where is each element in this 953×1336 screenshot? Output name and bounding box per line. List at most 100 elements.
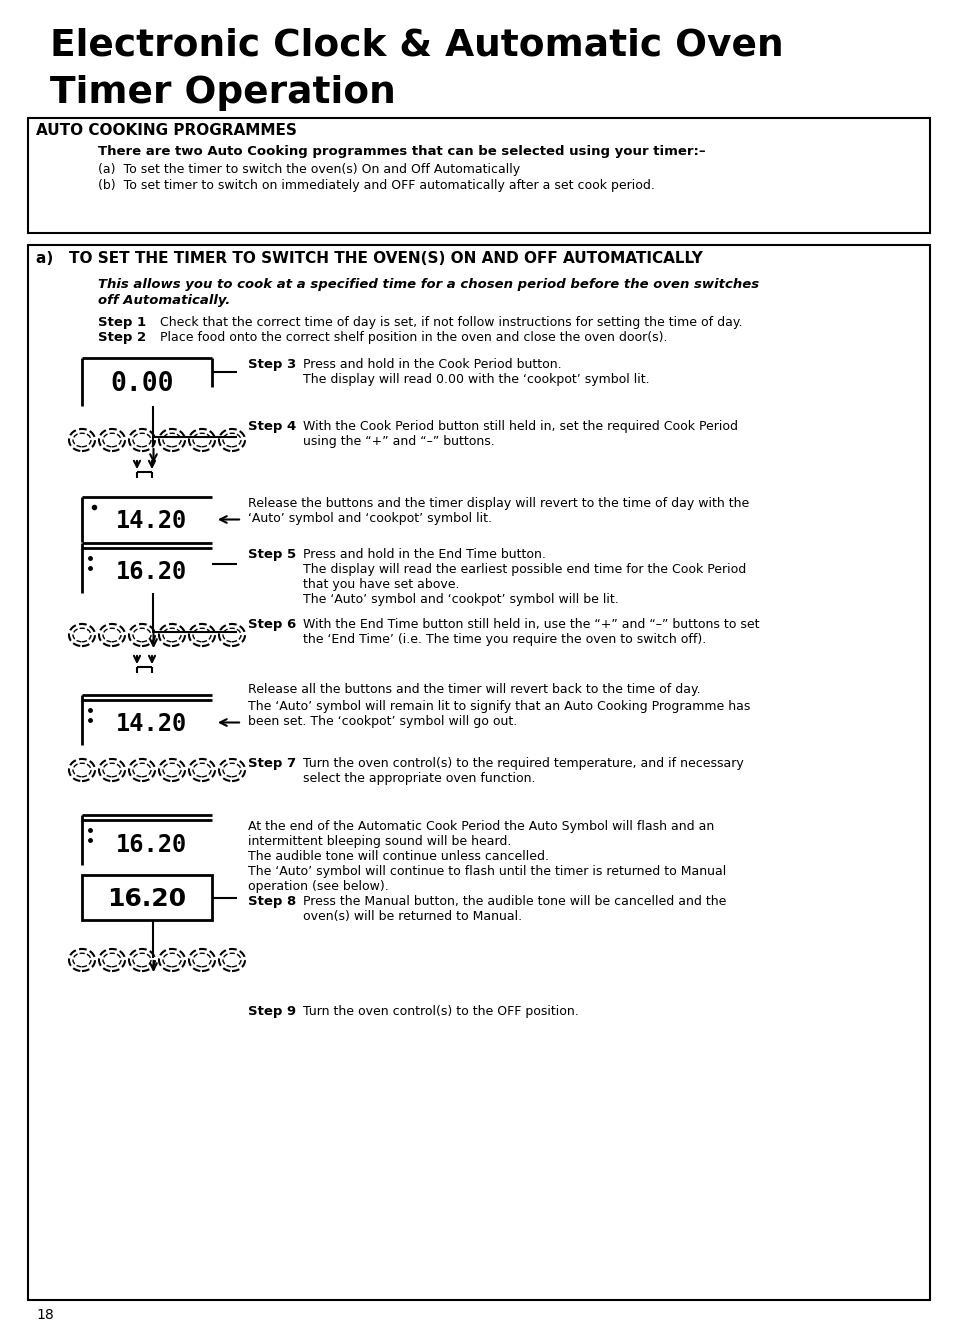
Text: 14.20: 14.20 xyxy=(116,712,188,736)
Ellipse shape xyxy=(129,429,154,452)
Text: The audible tone will continue unless cancelled.: The audible tone will continue unless ca… xyxy=(248,850,548,863)
Text: a)   TO SET THE TIMER TO SWITCH THE OVEN(S) ON AND OFF AUTOMATICALLY: a) TO SET THE TIMER TO SWITCH THE OVEN(S… xyxy=(36,251,702,266)
Ellipse shape xyxy=(159,624,185,647)
Ellipse shape xyxy=(103,954,121,967)
Text: This allows you to cook at a specified time for a chosen period before the oven : This allows you to cook at a specified t… xyxy=(98,278,759,291)
Ellipse shape xyxy=(223,763,241,776)
Text: There are two Auto Cooking programmes that can be selected using your timer:–: There are two Auto Cooking programmes th… xyxy=(98,146,705,158)
Text: The display will read the earliest possible end time for the Cook Period: The display will read the earliest possi… xyxy=(303,562,745,576)
Ellipse shape xyxy=(73,628,91,641)
Text: oven(s) will be returned to Manual.: oven(s) will be returned to Manual. xyxy=(303,910,521,923)
Text: intermittent bleeping sound will be heard.: intermittent bleeping sound will be hear… xyxy=(248,835,511,848)
Ellipse shape xyxy=(193,628,211,641)
Ellipse shape xyxy=(129,949,154,971)
Text: Step 3: Step 3 xyxy=(248,358,296,371)
Text: Place food onto the correct shelf position in the oven and close the oven door(s: Place food onto the correct shelf positi… xyxy=(160,331,667,343)
Text: using the “+” and “–” buttons.: using the “+” and “–” buttons. xyxy=(303,436,495,448)
Text: Turn the oven control(s) to the required temperature, and if necessary: Turn the oven control(s) to the required… xyxy=(303,758,743,770)
Text: Electronic Clock & Automatic Oven: Electronic Clock & Automatic Oven xyxy=(50,28,782,64)
Ellipse shape xyxy=(163,954,181,967)
Ellipse shape xyxy=(223,628,241,641)
Text: Step 8: Step 8 xyxy=(248,895,296,908)
Ellipse shape xyxy=(103,433,121,446)
Text: AUTO COOKING PROGRAMMES: AUTO COOKING PROGRAMMES xyxy=(36,123,296,138)
Text: Press and hold in the Cook Period button.: Press and hold in the Cook Period button… xyxy=(303,358,561,371)
Text: The display will read 0.00 with the ‘cookpot’ symbol lit.: The display will read 0.00 with the ‘coo… xyxy=(303,373,649,386)
Ellipse shape xyxy=(159,759,185,782)
Ellipse shape xyxy=(163,763,181,776)
Text: Release the buttons and the timer display will revert to the time of day with th: Release the buttons and the timer displa… xyxy=(248,497,748,510)
Ellipse shape xyxy=(193,954,211,967)
Text: 16.20: 16.20 xyxy=(116,832,188,856)
Ellipse shape xyxy=(99,759,125,782)
Ellipse shape xyxy=(69,429,95,452)
Text: 14.20: 14.20 xyxy=(116,509,188,533)
Text: Turn the oven control(s) to the OFF position.: Turn the oven control(s) to the OFF posi… xyxy=(303,1005,578,1018)
Ellipse shape xyxy=(103,763,121,776)
Text: Check that the correct time of day is set, if not follow instructions for settin: Check that the correct time of day is se… xyxy=(160,317,741,329)
Ellipse shape xyxy=(219,949,245,971)
Ellipse shape xyxy=(223,954,241,967)
Ellipse shape xyxy=(132,954,151,967)
Ellipse shape xyxy=(219,429,245,452)
Text: operation (see below).: operation (see below). xyxy=(248,880,388,892)
Text: Timer Operation: Timer Operation xyxy=(50,75,395,111)
Ellipse shape xyxy=(73,763,91,776)
Ellipse shape xyxy=(99,429,125,452)
Text: Step 2: Step 2 xyxy=(98,331,146,343)
Ellipse shape xyxy=(163,433,181,446)
Ellipse shape xyxy=(189,759,214,782)
Ellipse shape xyxy=(99,949,125,971)
Ellipse shape xyxy=(163,628,181,641)
Text: off Automatically.: off Automatically. xyxy=(98,294,230,307)
Ellipse shape xyxy=(219,624,245,647)
Text: (b)  To set timer to switch on immediately and OFF automatically after a set coo: (b) To set timer to switch on immediatel… xyxy=(98,179,654,192)
Text: The ‘Auto’ symbol will continue to flash until the timer is returned to Manual: The ‘Auto’ symbol will continue to flash… xyxy=(248,864,725,878)
Ellipse shape xyxy=(189,949,214,971)
Text: been set. The ‘cookpot’ symbol will go out.: been set. The ‘cookpot’ symbol will go o… xyxy=(248,715,517,728)
Ellipse shape xyxy=(69,624,95,647)
Ellipse shape xyxy=(69,759,95,782)
Bar xyxy=(28,244,929,1300)
Ellipse shape xyxy=(132,433,151,446)
Text: Step 9: Step 9 xyxy=(248,1005,295,1018)
Ellipse shape xyxy=(193,763,211,776)
Text: ‘Auto’ symbol and ‘cookpot’ symbol lit.: ‘Auto’ symbol and ‘cookpot’ symbol lit. xyxy=(248,512,492,525)
Text: the ‘End Time’ (i.e. The time you require the oven to switch off).: the ‘End Time’ (i.e. The time you requir… xyxy=(303,633,705,647)
Text: Step 4: Step 4 xyxy=(248,420,296,433)
Text: With the End Time button still held in, use the “+” and “–” buttons to set: With the End Time button still held in, … xyxy=(303,619,759,631)
Bar xyxy=(28,118,929,232)
Ellipse shape xyxy=(99,624,125,647)
Ellipse shape xyxy=(193,433,211,446)
Text: Step 5: Step 5 xyxy=(248,548,295,561)
Text: Release all the buttons and the timer will revert back to the time of day.: Release all the buttons and the timer wi… xyxy=(248,683,700,696)
Text: The ‘Auto’ symbol will remain lit to signify that an Auto Cooking Programme has: The ‘Auto’ symbol will remain lit to sig… xyxy=(248,700,750,713)
Ellipse shape xyxy=(129,759,154,782)
Ellipse shape xyxy=(132,763,151,776)
Text: The ‘Auto’ symbol and ‘cookpot’ symbol will be lit.: The ‘Auto’ symbol and ‘cookpot’ symbol w… xyxy=(303,593,618,607)
Ellipse shape xyxy=(189,429,214,452)
Ellipse shape xyxy=(103,628,121,641)
Text: At the end of the Automatic Cook Period the Auto Symbol will flash and an: At the end of the Automatic Cook Period … xyxy=(248,820,714,834)
Ellipse shape xyxy=(129,624,154,647)
Ellipse shape xyxy=(159,429,185,452)
Text: Step 6: Step 6 xyxy=(248,619,296,631)
Text: Step 1: Step 1 xyxy=(98,317,146,329)
Text: (a)  To set the timer to switch the oven(s) On and Off Automatically: (a) To set the timer to switch the oven(… xyxy=(98,163,519,176)
Text: 16.20: 16.20 xyxy=(108,887,187,911)
Text: Step 7: Step 7 xyxy=(248,758,295,770)
Text: With the Cook Period button still held in, set the required Cook Period: With the Cook Period button still held i… xyxy=(303,420,738,433)
Ellipse shape xyxy=(189,624,214,647)
Text: 0.00: 0.00 xyxy=(111,371,173,397)
Text: 18: 18 xyxy=(36,1308,53,1323)
Text: Press and hold in the End Time button.: Press and hold in the End Time button. xyxy=(303,548,545,561)
Text: Press the Manual button, the audible tone will be cancelled and the: Press the Manual button, the audible ton… xyxy=(303,895,725,908)
Ellipse shape xyxy=(73,433,91,446)
Ellipse shape xyxy=(159,949,185,971)
Text: that you have set above.: that you have set above. xyxy=(303,578,459,591)
Ellipse shape xyxy=(219,759,245,782)
Ellipse shape xyxy=(223,433,241,446)
Bar xyxy=(82,875,212,921)
Text: select the appropriate oven function.: select the appropriate oven function. xyxy=(303,772,535,786)
Ellipse shape xyxy=(69,949,95,971)
